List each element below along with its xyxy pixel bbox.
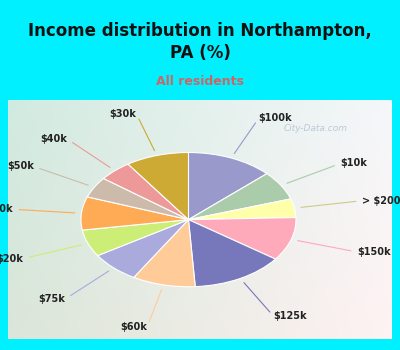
Wedge shape: [104, 164, 188, 220]
Text: $30k: $30k: [110, 109, 136, 119]
Wedge shape: [98, 220, 188, 278]
Wedge shape: [188, 199, 296, 220]
Wedge shape: [188, 220, 276, 287]
Text: Income distribution in Northampton,
PA (%): Income distribution in Northampton, PA (…: [28, 22, 372, 62]
Wedge shape: [188, 153, 267, 220]
Wedge shape: [81, 197, 188, 230]
Wedge shape: [82, 220, 188, 256]
Text: > $200k: > $200k: [362, 196, 400, 206]
Text: $150k: $150k: [357, 247, 391, 257]
Text: $20k: $20k: [0, 254, 23, 264]
Text: $50k: $50k: [7, 161, 34, 171]
Text: $75k: $75k: [39, 294, 66, 304]
Text: $40k: $40k: [41, 134, 68, 144]
Wedge shape: [188, 174, 291, 220]
Wedge shape: [128, 153, 188, 220]
Wedge shape: [87, 178, 188, 220]
Text: $10k: $10k: [340, 159, 367, 168]
Text: $200k: $200k: [0, 204, 13, 214]
Text: $60k: $60k: [120, 322, 147, 332]
Text: $100k: $100k: [259, 113, 292, 124]
Wedge shape: [134, 220, 195, 287]
Text: All residents: All residents: [156, 75, 244, 88]
Wedge shape: [188, 217, 296, 259]
Text: City-Data.com: City-Data.com: [283, 124, 347, 133]
Text: $125k: $125k: [274, 311, 307, 321]
